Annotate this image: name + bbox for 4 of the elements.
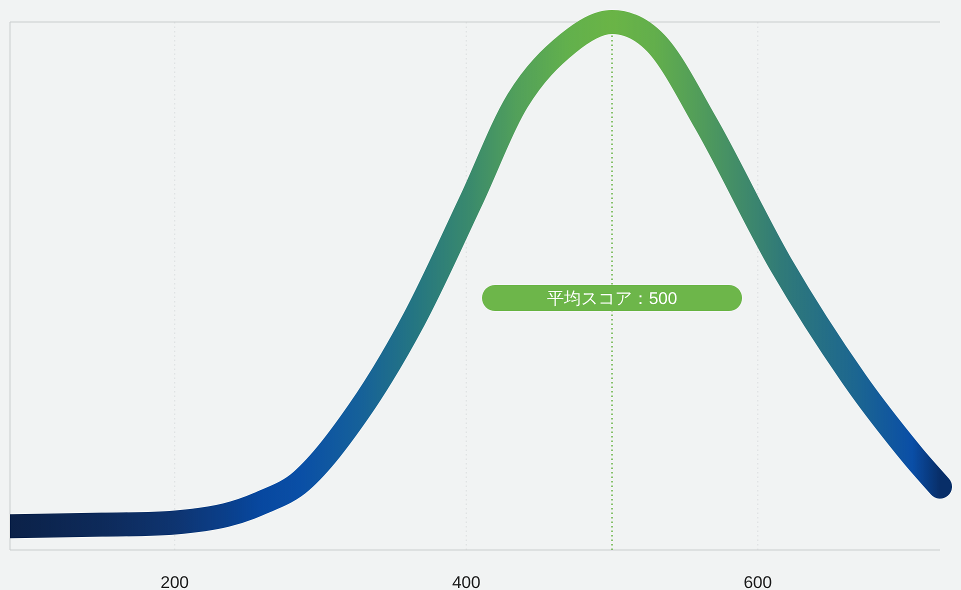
ref-line-label: 平均スコア：500 bbox=[546, 289, 678, 308]
x-tick-label: 400 bbox=[452, 573, 480, 590]
x-tick-label: 200 bbox=[160, 573, 189, 590]
x-tick-label: 600 bbox=[744, 573, 772, 590]
